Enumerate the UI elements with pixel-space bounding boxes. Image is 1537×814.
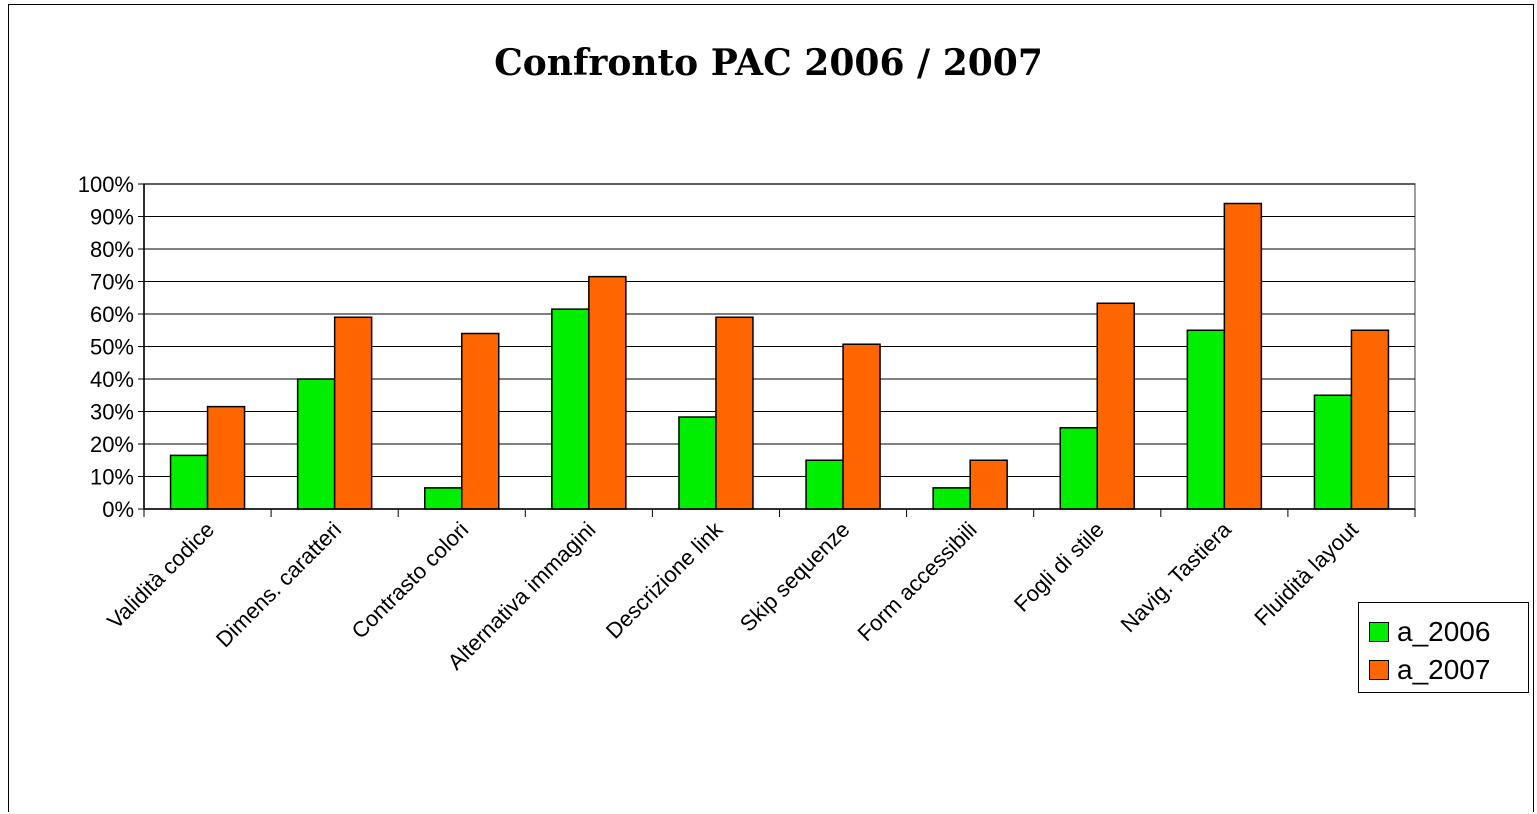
bar-a-2006-1: [296, 378, 336, 510]
bar-a-2006-6: [932, 487, 971, 510]
x-tick-label: Validità codice: [102, 517, 219, 634]
bar-a-2006-3: [551, 308, 590, 510]
x-tick-label: Form accessibili: [852, 517, 981, 646]
y-tick-label: 100%: [78, 172, 134, 197]
bar-a-2007-3: [588, 275, 627, 510]
chart-title: Confronto PAC 2006 / 2007: [494, 42, 1043, 84]
y-tick-label: 20%: [90, 432, 134, 457]
x-tick-label: Fogli di stile: [1009, 517, 1109, 617]
bar-a-2007-5: [842, 343, 881, 510]
bar-a-2006-0: [169, 454, 209, 510]
legend-label-a-2007: a_2007: [1397, 654, 1491, 685]
bars: [169, 202, 1390, 510]
legend-label-a-2006: a_2006: [1397, 616, 1491, 647]
bar-a-2006-2: [424, 487, 463, 510]
x-tick-label: Descrizione link: [601, 516, 728, 643]
y-tick-label: 0%: [102, 497, 134, 522]
x-tick-label: Skip sequenze: [735, 517, 855, 637]
bar-a-2007-2: [461, 332, 500, 510]
y-axis-labels: 0% 10% 20% 30% 40% 50% 60% 70% 80% 90% 100%: [78, 172, 134, 522]
bar-a-2007-1: [333, 316, 373, 510]
bar-a-2006-5: [805, 459, 844, 510]
bar-a-2007-6: [969, 459, 1008, 510]
x-tick-label: Navig. Tastiera: [1116, 516, 1237, 637]
bar-a-2007-7: [1096, 302, 1135, 510]
bar-a-2007-0: [206, 405, 246, 510]
x-tick-label: Dimens. caratteri: [211, 517, 346, 652]
bar-a-2006-7: [1059, 427, 1098, 510]
bar-a-2007-8: [1223, 202, 1263, 510]
y-tick-label: 60%: [90, 302, 134, 327]
legend-swatch-a-2006: [1369, 622, 1389, 642]
bar-a-2007-4: [715, 316, 754, 510]
legend-item-a-2007: a_2007: [1369, 654, 1491, 685]
bar-a-2006-9: [1313, 394, 1353, 510]
y-tick-label: 10%: [90, 465, 134, 490]
y-tick-label: 90%: [90, 205, 134, 230]
x-tick-label: Contrasto colori: [347, 517, 474, 644]
bar-a-2006-8: [1186, 329, 1226, 510]
legend: a_2006 a_2007: [1358, 602, 1529, 693]
legend-item-a-2006: a_2006: [1369, 616, 1491, 647]
y-tick-label: 30%: [90, 400, 134, 425]
y-tick-label: 70%: [90, 270, 134, 295]
bar-a-2006-4: [678, 416, 717, 510]
legend-swatch-a-2007: [1369, 660, 1389, 680]
y-tick-label: 40%: [90, 367, 134, 392]
y-tick-label: 80%: [90, 237, 134, 262]
x-tick-label: Fluidità layout: [1249, 517, 1363, 631]
axes: [138, 183, 1416, 517]
chart-frame: [8, 4, 1534, 812]
y-tick-label: 50%: [90, 335, 134, 360]
bar-a-2007-9: [1350, 329, 1390, 510]
